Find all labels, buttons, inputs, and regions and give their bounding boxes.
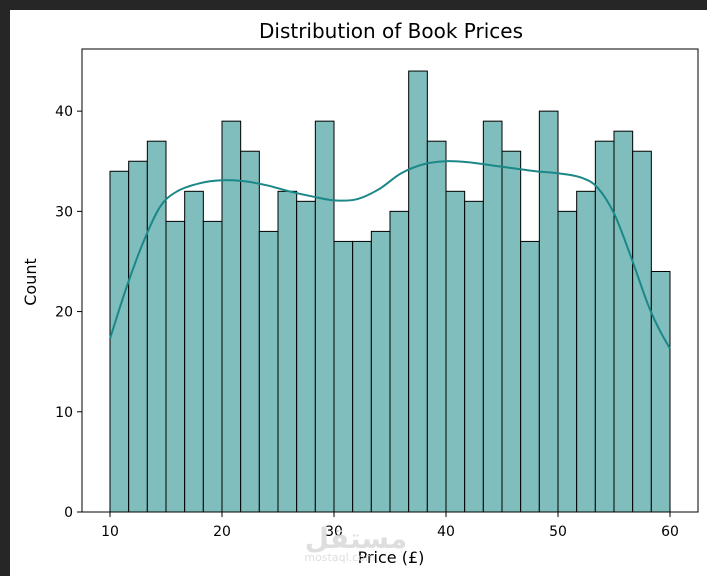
- x-tick-label: 50: [549, 524, 567, 540]
- y-tick-label: 0: [64, 505, 73, 521]
- histogram-bar: [109, 170, 130, 513]
- histogram-bar: [408, 70, 428, 513]
- x-tick-label: 10: [101, 524, 119, 540]
- histogram-bar: [240, 150, 260, 513]
- y-tick-label: 10: [55, 405, 73, 421]
- histogram-bar: [482, 120, 503, 513]
- plot-frame: [81, 48, 699, 513]
- chart-title: Distribution of Book Prices: [259, 19, 523, 43]
- histogram-bar: [296, 200, 316, 513]
- histogram-bar: [445, 190, 466, 513]
- histogram-bar: [613, 130, 634, 513]
- histogram-bar: [146, 140, 167, 513]
- histogram-bar: [557, 210, 578, 513]
- histogram-bar: [333, 240, 354, 513]
- histogram-bar: [501, 150, 522, 513]
- x-axis-label: Price (£): [358, 548, 425, 567]
- histogram-bar: [258, 230, 279, 513]
- histogram-bar: [277, 190, 298, 513]
- chart-frame: Distribution of Book Prices 10 20 30 40 50 60…: [10, 10, 707, 576]
- histogram-bar: [314, 120, 335, 513]
- histogram-bar: [165, 220, 186, 513]
- histogram-bar: [128, 160, 148, 513]
- histogram-bar: [370, 230, 391, 513]
- histogram-chart: Distribution of Book Prices 10 20 30 40 50 60…: [21, 19, 699, 567]
- x-tick-label: 30: [325, 524, 343, 540]
- histogram-bar: [202, 220, 223, 513]
- y-tick-label: 40: [55, 104, 73, 120]
- x-tick-label: 40: [437, 524, 455, 540]
- axes-layer: 10 20 30 40 50 60 0 10 20 30 40: [55, 48, 699, 540]
- histogram-bar: [464, 200, 484, 513]
- histogram-bar: [576, 190, 596, 513]
- watermark: مستقل mostaql.com: [304, 522, 407, 564]
- histogram-bar: [184, 190, 204, 513]
- y-axis-label: Count: [21, 258, 40, 306]
- bars-layer: [109, 70, 671, 513]
- watermark-logo: مستقل: [305, 522, 407, 555]
- histogram-bar: [426, 140, 447, 513]
- y-tick-label: 20: [55, 305, 73, 321]
- histogram-bar: [632, 150, 652, 513]
- x-tick-label: 60: [661, 524, 679, 540]
- histogram-bar: [650, 270, 671, 513]
- y-tick-label: 30: [55, 204, 73, 220]
- histogram-bar: [352, 240, 372, 513]
- histogram-bar: [520, 240, 540, 513]
- kde-line: [109, 160, 671, 350]
- x-tick-label: 20: [213, 524, 231, 540]
- watermark-url: mostaql.com: [304, 551, 375, 564]
- histogram-bar: [389, 210, 410, 513]
